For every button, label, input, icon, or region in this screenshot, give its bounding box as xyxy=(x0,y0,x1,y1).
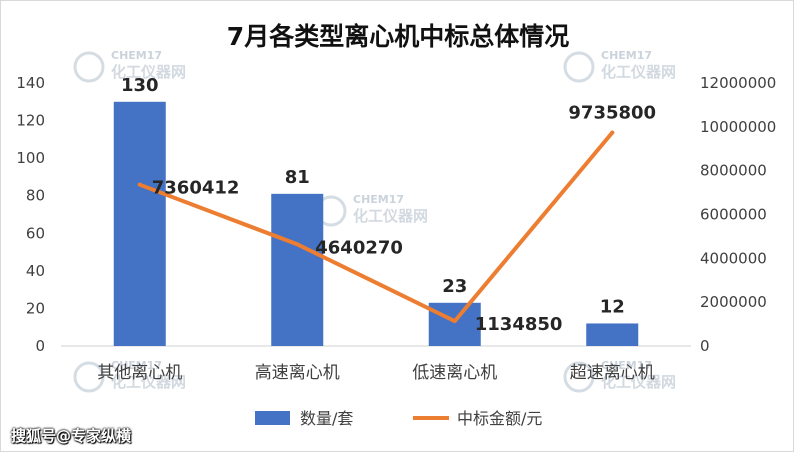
bar xyxy=(271,194,323,346)
line-point xyxy=(138,183,142,187)
category-labels: 其他离心机 高速离心机 低速离心机 超速离心机 xyxy=(97,363,655,383)
right-tick-label: 4000000 xyxy=(700,249,767,267)
left-tick-label: 80 xyxy=(26,187,45,205)
right-tick-label: 2000000 xyxy=(700,293,767,311)
category-label: 其他离心机 xyxy=(97,363,182,383)
line-value-label: 7360412 xyxy=(152,178,240,199)
left-tick-label: 120 xyxy=(16,112,45,130)
watermark-en: CHEM17 xyxy=(601,49,652,62)
bar xyxy=(586,323,638,346)
watermark-logo-icon xyxy=(565,53,593,81)
bar-value-label: 130 xyxy=(121,75,159,96)
right-tick-label: 8000000 xyxy=(700,162,767,180)
bar xyxy=(429,303,481,346)
bar xyxy=(114,102,166,346)
legend-swatch-count xyxy=(255,411,290,425)
right-tick-label: 12000000 xyxy=(700,74,776,92)
watermark-logo-icon xyxy=(75,53,103,81)
line-point xyxy=(453,319,457,323)
line-series xyxy=(138,131,615,324)
legend-label-amount: 中标金额/元 xyxy=(457,409,542,428)
line-point xyxy=(610,131,614,135)
amount-line xyxy=(140,133,613,322)
watermark-cn: 化工仪器网 xyxy=(601,63,676,81)
left-tick-label: 40 xyxy=(26,262,45,280)
category-label: 低速离心机 xyxy=(412,363,497,383)
category-label: 超速离心机 xyxy=(570,363,655,383)
right-tick-label: 6000000 xyxy=(700,206,767,224)
chart-title: 7月各类型离心机中标总体情况 xyxy=(227,22,569,51)
left-tick-label: 100 xyxy=(16,149,45,167)
line-value-label: 4640270 xyxy=(315,237,403,258)
right-axis: 0 2000000 4000000 6000000 8000000 10000000 120… xyxy=(700,74,776,355)
line-point xyxy=(295,242,299,246)
source-label: 搜狐号@专家纵横 xyxy=(11,425,131,446)
category-label: 高速离心机 xyxy=(255,363,340,383)
bar-value-label: 81 xyxy=(285,167,310,188)
left-tick-label: 60 xyxy=(26,224,45,242)
bar-value-label: 12 xyxy=(600,296,625,317)
right-tick-label: 0 xyxy=(700,337,710,355)
left-tick-label: 140 xyxy=(16,74,45,92)
legend: 数量/套 中标金额/元 xyxy=(255,409,542,428)
legend-label-count: 数量/套 xyxy=(300,409,353,428)
watermark-en: CHEM17 xyxy=(111,49,162,62)
line-value-label: 9735800 xyxy=(568,103,656,124)
bar-value-label: 23 xyxy=(442,276,467,297)
watermark-en: CHEM17 xyxy=(353,193,404,206)
left-tick-label: 20 xyxy=(26,299,45,317)
left-tick-label: 0 xyxy=(35,337,45,355)
line-value-label: 1134850 xyxy=(475,314,563,335)
watermark-cn: 化工仪器网 xyxy=(353,207,428,225)
left-axis: 0 20 40 60 80 100 120 140 xyxy=(16,74,45,355)
right-tick-label: 10000000 xyxy=(700,118,776,136)
